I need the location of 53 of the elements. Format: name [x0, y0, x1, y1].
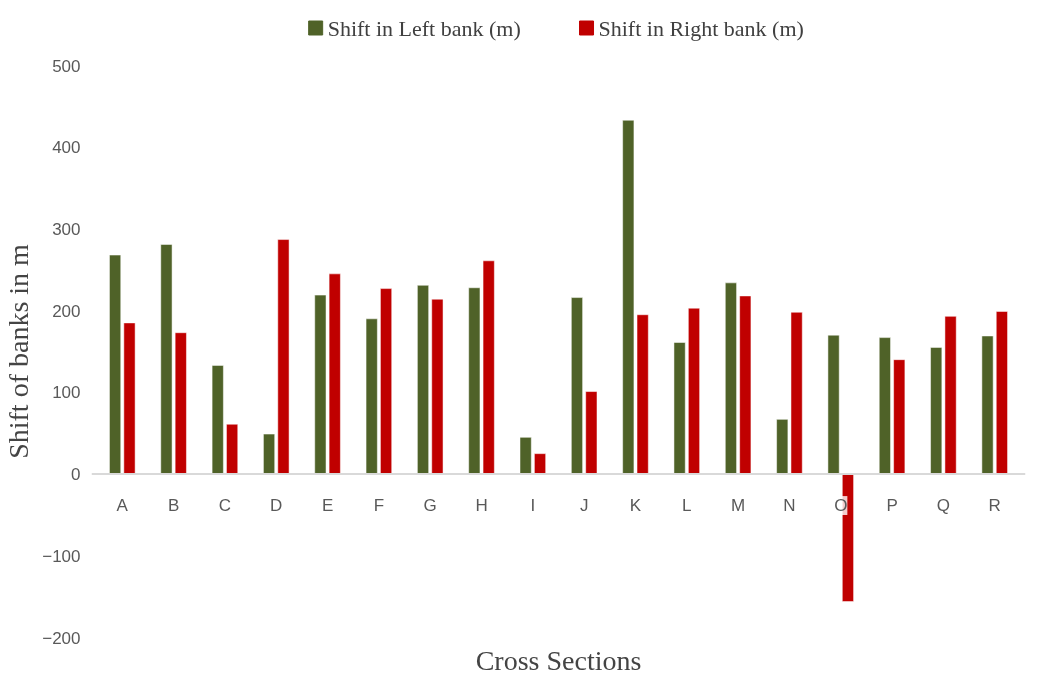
bar: [996, 311, 1008, 475]
bar: [673, 342, 686, 475]
legend-label: Shift in Right bank (m): [598, 15, 804, 41]
bar: [431, 298, 444, 475]
bar: [893, 359, 906, 475]
bar: [109, 254, 121, 475]
bar: [981, 335, 994, 475]
bar: [263, 433, 275, 475]
bar: [211, 365, 224, 475]
x-tick-label: M: [731, 496, 746, 516]
bar: [878, 337, 891, 475]
x-tick-label: R: [988, 496, 1001, 516]
bar: [519, 437, 532, 475]
x-tick-label: E: [321, 496, 334, 516]
bar: [827, 334, 840, 475]
x-tick-label: G: [423, 496, 437, 516]
bar: [585, 391, 598, 475]
x-tick-label: I: [530, 496, 536, 516]
bar: [123, 322, 136, 475]
bar: [277, 239, 290, 475]
x-tick-label: O: [834, 496, 848, 516]
bar: [739, 295, 752, 475]
x-tick-label: Q: [936, 496, 951, 516]
y-tick-label: 500: [52, 56, 81, 76]
bar: [688, 307, 700, 475]
y-tick-label: 400: [52, 138, 81, 158]
bar: [534, 453, 546, 475]
y-tick-label: 100: [52, 383, 81, 403]
y-tick-label: 300: [52, 219, 81, 239]
bar: [571, 297, 583, 475]
x-axis-title: Cross Sections: [475, 644, 642, 676]
y-axis-title: Shift of banks in m: [3, 243, 35, 459]
x-tick-label: F: [373, 496, 385, 516]
legend-label: Shift in Left bank (m): [327, 15, 521, 41]
bar: [725, 282, 737, 475]
x-tick-label: C: [218, 496, 232, 516]
y-tick-label: 0: [71, 465, 81, 485]
x-tick-label: A: [116, 496, 129, 516]
x-tick-label: P: [886, 496, 898, 516]
bar: [365, 318, 378, 475]
bar: [417, 285, 429, 475]
x-tick-label: D: [270, 496, 283, 516]
x-tick-label: L: [682, 496, 692, 516]
y-tick-label: −100: [42, 546, 81, 566]
y-tick-label: 200: [52, 301, 81, 321]
x-tick-label: J: [579, 496, 589, 516]
x-tick-label: H: [475, 496, 488, 516]
x-tick-label: N: [783, 496, 796, 516]
x-tick-label: K: [629, 496, 642, 516]
y-tick-label: −200: [42, 628, 81, 648]
bar: [226, 423, 239, 475]
bar: [380, 288, 392, 475]
x-tick-label: B: [167, 496, 180, 516]
